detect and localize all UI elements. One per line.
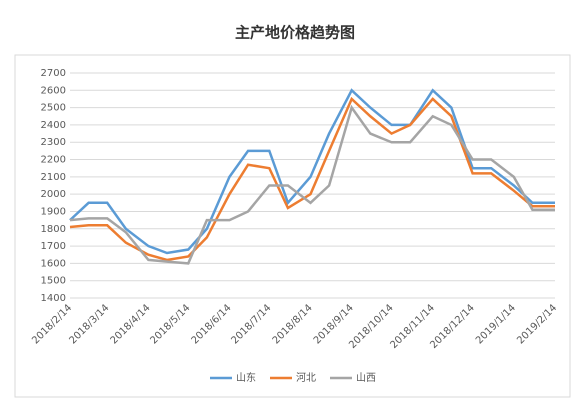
chart-title: 主产地价格趋势图	[235, 24, 355, 42]
x-tick-label: 2018/8/14	[271, 302, 315, 346]
line-series	[69, 96, 555, 262]
x-tick-label: 2019/2/14	[515, 302, 559, 346]
y-tick-label: 1600	[41, 258, 66, 269]
y-tick-label: 1500	[41, 276, 66, 287]
y-tick-label: 2400	[41, 120, 66, 131]
x-tick-label: 2019/1/14	[474, 302, 518, 346]
y-tick-label: 2600	[41, 85, 66, 96]
legend-label: 河北	[296, 372, 316, 384]
x-tick-label: 2018/5/14	[148, 302, 192, 346]
x-tick-label: 2018/6/14	[190, 302, 234, 346]
x-tick-label: 2018/7/14	[230, 302, 274, 346]
y-tick-label: 2700	[41, 68, 66, 79]
y-tick-label: 2500	[41, 103, 66, 114]
chart-border	[14, 54, 571, 398]
y-tick-label: 2200	[41, 155, 66, 166]
x-tick-label: 2018/3/14	[67, 302, 111, 346]
y-tick-label: 1400	[41, 293, 66, 304]
line-series	[69, 104, 555, 265]
y-tick-label: 2000	[41, 189, 66, 200]
y-tick-label: 1700	[41, 241, 66, 252]
y-tick-label: 1800	[41, 224, 66, 235]
legend-label: 山西	[356, 372, 376, 384]
y-tick-label: 2100	[41, 172, 66, 183]
y-tick-label: 2300	[41, 137, 66, 148]
line-series	[69, 88, 555, 255]
x-tick-label: 2018/4/14	[109, 302, 153, 346]
legend-label: 山东	[236, 371, 256, 384]
y-tick-label: 1900	[41, 206, 66, 217]
